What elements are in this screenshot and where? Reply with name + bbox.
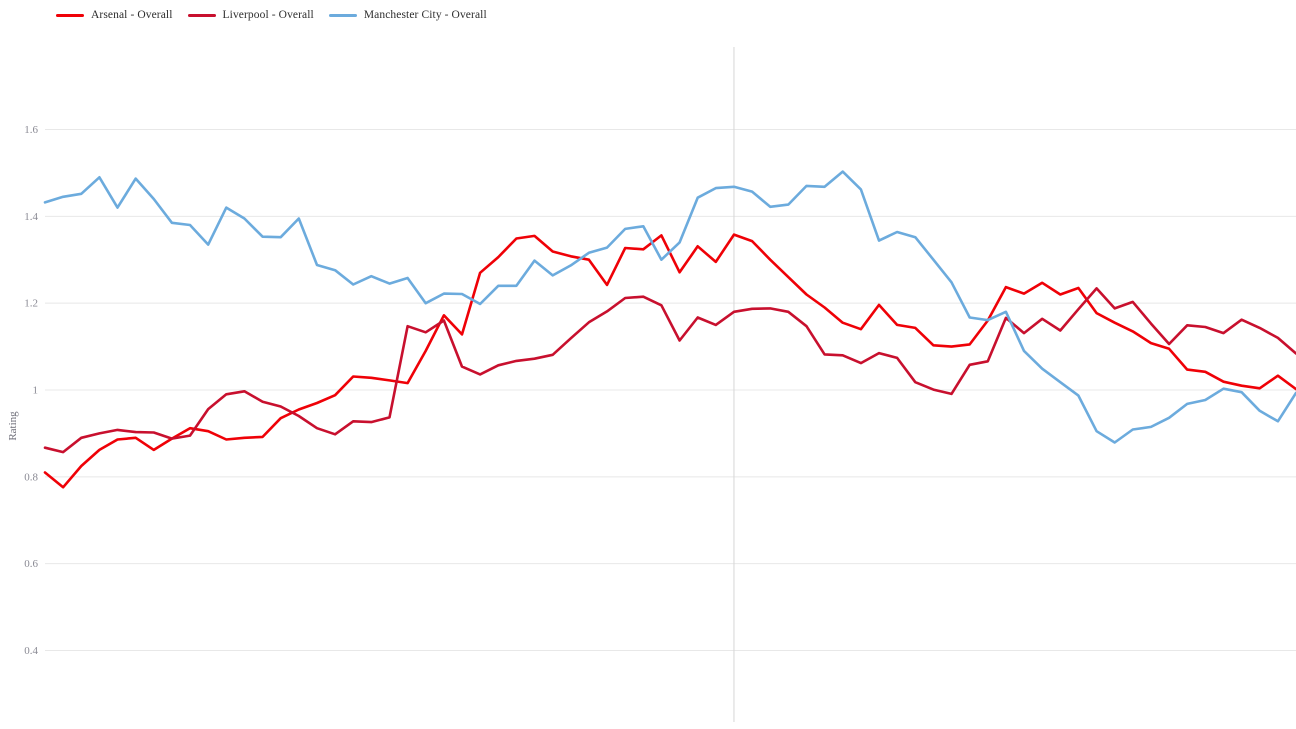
- series-line-manchester[interactable]: [43, 170, 1296, 444]
- y-axis-title: Rating: [7, 411, 19, 441]
- legend: Arsenal - Overall Liverpool - Overall Ma…: [56, 9, 487, 21]
- y-tick-label: 0.6: [24, 558, 38, 570]
- y-tick-label: 1: [33, 384, 39, 396]
- series-line-liverpool[interactable]: [43, 287, 1296, 454]
- arsenal-line-swatch-icon: [56, 13, 84, 17]
- y-tick-label: 1.6: [24, 124, 38, 136]
- y-tick-label: 0.8: [24, 471, 38, 483]
- legend-item-arsenal[interactable]: Arsenal - Overall: [56, 9, 173, 21]
- legend-label-arsenal: Arsenal - Overall: [91, 9, 173, 21]
- series-line-arsenal[interactable]: [43, 233, 1296, 489]
- manchester-city-line-swatch-icon: [328, 13, 357, 17]
- legend-item-liverpool[interactable]: Liverpool - Overall: [187, 9, 314, 21]
- y-tick-label: 0.4: [24, 645, 38, 657]
- legend-label-liverpool: Liverpool - Overall: [222, 9, 314, 21]
- y-tick-label: 1.4: [24, 211, 38, 223]
- liverpool-line-swatch-icon: [187, 13, 216, 17]
- y-tick-label: 1.2: [24, 298, 38, 310]
- legend-label-manchester-city: Manchester City - Overall: [363, 9, 487, 21]
- legend-item-manchester-city[interactable]: Manchester City - Overall: [328, 9, 487, 21]
